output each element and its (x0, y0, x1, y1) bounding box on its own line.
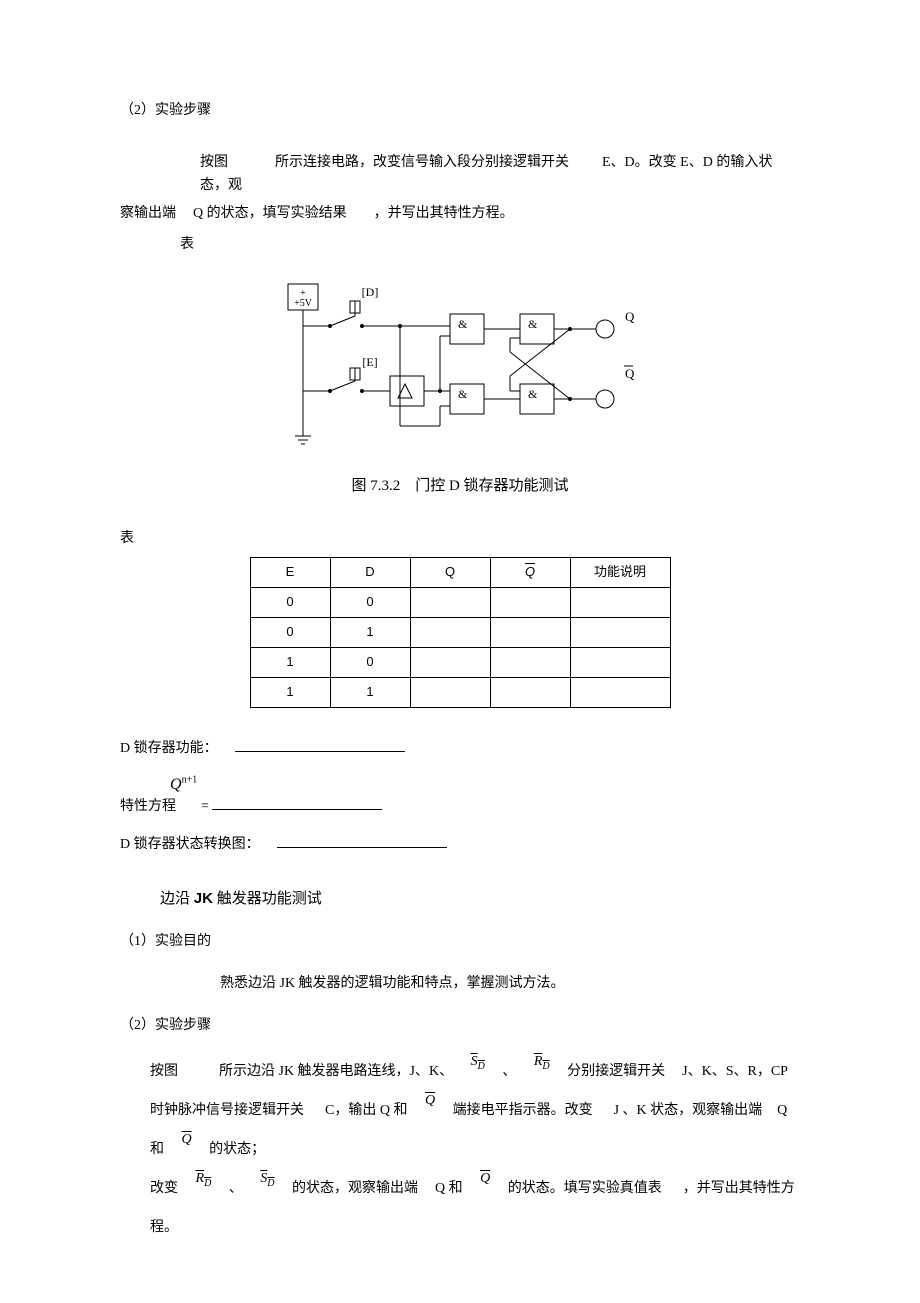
q-out: Q (625, 309, 635, 324)
characteristic-eq: Qn+1 特性方程 = (120, 778, 800, 814)
amp-1: & (458, 317, 468, 331)
table-cell (570, 617, 670, 647)
table-word-1: 表 (180, 234, 800, 256)
amp-2: & (458, 387, 468, 401)
qbar-1: Q (411, 1093, 449, 1108)
blank-3[interactable] (277, 847, 447, 848)
jk-l3a: 改变 (150, 1181, 178, 1196)
jk-l2b: C，输出 Q 和 (325, 1103, 407, 1118)
truth-table-wrap: EDQQ功能说明 00011011 (120, 557, 800, 708)
sd-2: SD (246, 1171, 288, 1186)
p2-b: ，并写出其特性方程。 (374, 206, 514, 221)
jk-l2d: J 、K 状态，观察输出端 (614, 1103, 763, 1118)
jk-heading: 边沿 JK 触发器功能测试 (160, 887, 800, 911)
fill2-label: D 锁存器状态转换图： (120, 837, 260, 852)
v-label: +5V (294, 298, 313, 309)
jk-l3d: Q 和 (435, 1181, 463, 1196)
jk-l3e: 的状态。填写实验真值表 (508, 1181, 662, 1196)
jk-l2f: 的状态； (209, 1142, 265, 1157)
amp-4: & (528, 387, 538, 401)
d-latch-function: D 锁存器功能： (120, 738, 800, 760)
table-cell (490, 587, 570, 617)
diagram-caption: 图 7.3.2 门控 D 锁存器功能测试 (120, 474, 800, 498)
table-cell: 1 (250, 647, 330, 677)
table-row: 00 (250, 587, 670, 617)
jk-l1f: J、K、S、R，CP (682, 1064, 788, 1079)
qbar-2: Q (168, 1132, 206, 1147)
jk-l3c: 的状态，观察输出端 (292, 1181, 418, 1196)
jk-l3b: 、 (229, 1181, 243, 1196)
table-cell (410, 677, 490, 707)
jk-l3f: ，并写出其特性方程。 (150, 1181, 795, 1235)
table-cell: 1 (330, 617, 410, 647)
qbar-out: Q (625, 366, 635, 381)
table-cell: 0 (250, 587, 330, 617)
d-label: [D] (362, 285, 379, 299)
purpose-text: 熟悉边沿 JK 触发器的逻辑功能和特点，掌握测试方法。 (220, 973, 800, 995)
table-row: 11 (250, 677, 670, 707)
truth-header: Q (490, 557, 570, 587)
p1-a: 按图 (200, 155, 228, 170)
jk-l1e: 分别接逻辑开关 (567, 1064, 665, 1079)
table-cell: 0 (330, 587, 410, 617)
jk-l1a: 按图 (150, 1064, 178, 1079)
truth-header: E (250, 557, 330, 587)
rd-2: RD (182, 1171, 226, 1186)
blank-1[interactable] (235, 751, 405, 752)
step2-heading: （2）实验步骤 (120, 100, 800, 122)
e-label: [E] (362, 355, 377, 369)
qbar-3: Q (466, 1171, 504, 1186)
p2-a: 察输出端 (120, 206, 176, 221)
jk-paragraph: 按图 所示边沿 JK 触发器电路连线，J、K、 SD 、 RD 分别接逻辑开关 … (150, 1052, 800, 1248)
jk-b: JK (194, 890, 213, 907)
table-row: 01 (250, 617, 670, 647)
d-latch-diagram: D 锁存器状态转换图： (120, 834, 800, 856)
fill1-label: D 锁存器功能： (120, 741, 218, 756)
sd-1: SD (457, 1054, 499, 1069)
table-cell (570, 587, 670, 617)
table-cell: 1 (250, 677, 330, 707)
jk-c: 触发器功能测试 (213, 891, 322, 907)
table-cell: 0 (330, 647, 410, 677)
truth-header: Q (410, 557, 490, 587)
table-cell (410, 617, 490, 647)
table-cell (490, 677, 570, 707)
table-cell (490, 617, 570, 647)
eq-sign: = (201, 799, 209, 814)
truth-table: EDQQ功能说明 00011011 (250, 557, 671, 708)
truth-header: D (330, 557, 410, 587)
table-cell (570, 647, 670, 677)
table-cell: 1 (330, 677, 410, 707)
eq-label: 特性方程 (120, 799, 176, 814)
jk-a: 边沿 (160, 891, 194, 907)
p2-q: Q 的状态，填写实验结果 (193, 206, 347, 221)
purpose-heading: （1）实验目的 (120, 931, 800, 953)
jk-step2: （2）实验步骤 (120, 1015, 800, 1037)
jk-l1c: JK 触发器电路连线，J、K、 (279, 1064, 454, 1079)
table-cell: 0 (250, 617, 330, 647)
table-cell (490, 647, 570, 677)
circuit-diagram: + +5V [D] [E] (120, 276, 800, 464)
rd-1: RD (520, 1054, 564, 1069)
truth-header: 功能说明 (570, 557, 670, 587)
table-cell (410, 647, 490, 677)
paragraph-1: 按图 所示连接电路，改变信号输入段分别接逻辑开关 E、D。改变 E、D 的输入状… (200, 152, 800, 197)
q-next: Qn+1 (170, 772, 197, 798)
amp-3: & (528, 317, 538, 331)
table-word-2: 表 (120, 528, 800, 550)
table-cell (410, 587, 490, 617)
table-cell (570, 677, 670, 707)
jk-l2c: 端接电平指示器。改变 (453, 1103, 593, 1118)
table-row: 10 (250, 647, 670, 677)
blank-2[interactable] (212, 809, 382, 810)
jk-l2a: 时钟脉冲信号接逻辑开关 (150, 1103, 304, 1118)
paragraph-2: 察输出端 Q 的状态，填写实验结果 ，并写出其特性方程。 (120, 203, 800, 225)
jk-l1b: 所示边沿 (219, 1064, 275, 1079)
jk-l1d: 、 (502, 1064, 516, 1079)
p1-b: 所示连接电路，改变信号输入段分别接逻辑开关 (275, 155, 569, 170)
